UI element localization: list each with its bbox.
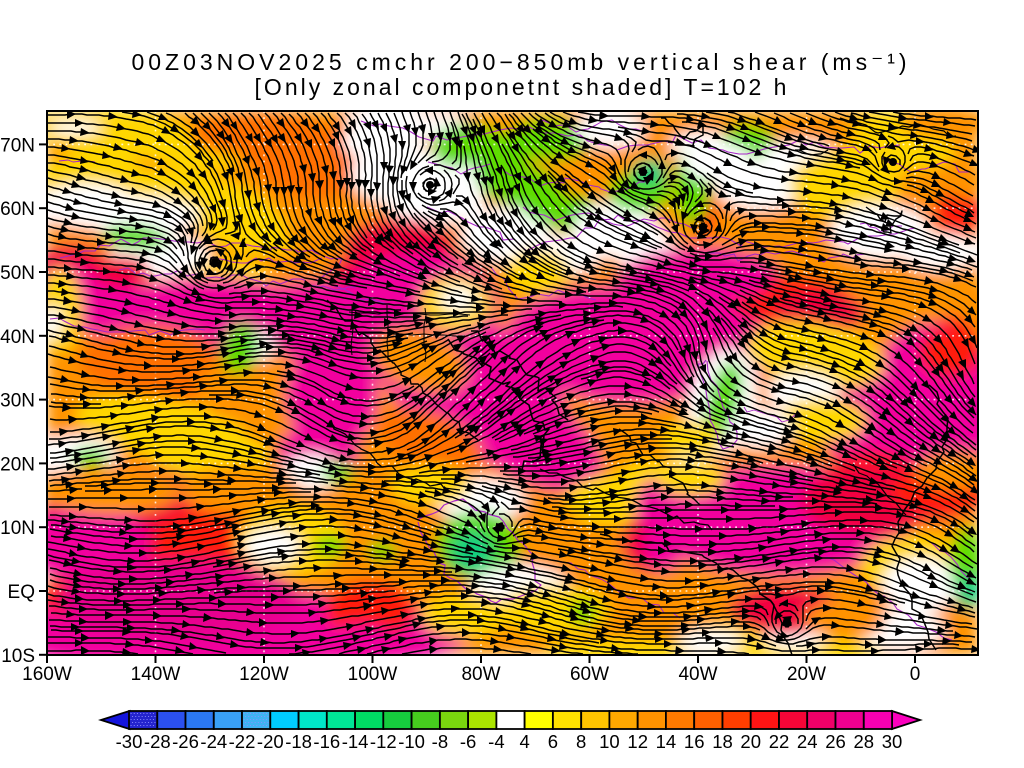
svg-text:-6: -6 <box>460 731 476 752</box>
svg-text:-16: -16 <box>313 731 340 752</box>
svg-text:8: 8 <box>576 731 586 752</box>
svg-text:24: 24 <box>797 731 818 752</box>
svg-text:20: 20 <box>740 731 761 752</box>
svg-text:10S: 10S <box>1 646 35 667</box>
svg-text:00Z03NOV2025 cmchr 200−850mb v: 00Z03NOV2025 cmchr 200−850mb vertical sh… <box>131 49 910 75</box>
svg-text:-26: -26 <box>172 731 199 752</box>
svg-text:14: 14 <box>656 731 677 752</box>
svg-text:160W: 160W <box>22 664 72 685</box>
svg-text:10: 10 <box>599 731 620 752</box>
svg-text:0: 0 <box>910 664 921 685</box>
svg-text:80W: 80W <box>461 664 500 685</box>
svg-text:-20: -20 <box>257 731 284 752</box>
svg-text:30: 30 <box>882 731 903 752</box>
svg-text:-14: -14 <box>342 731 369 752</box>
svg-text:100W: 100W <box>348 664 398 685</box>
svg-text:-12: -12 <box>370 731 397 752</box>
svg-text:60W: 60W <box>570 664 609 685</box>
svg-text:140W: 140W <box>131 664 181 685</box>
svg-text:-24: -24 <box>200 731 227 752</box>
svg-text:[Only zonal componetnt shaded]: [Only zonal componetnt shaded] T=102 h <box>255 74 790 100</box>
svg-text:6: 6 <box>548 731 558 752</box>
svg-text:40N: 40N <box>0 327 35 348</box>
svg-text:40W: 40W <box>678 664 717 685</box>
svg-text:12: 12 <box>627 731 648 752</box>
svg-text:4: 4 <box>519 731 529 752</box>
svg-text:-22: -22 <box>229 731 256 752</box>
svg-text:60N: 60N <box>0 199 35 220</box>
svg-text:50N: 50N <box>0 263 35 284</box>
svg-text:-8: -8 <box>432 731 448 752</box>
svg-text:70N: 70N <box>0 135 35 156</box>
svg-text:18: 18 <box>712 731 733 752</box>
svg-text:28: 28 <box>854 731 875 752</box>
svg-text:16: 16 <box>684 731 705 752</box>
svg-text:26: 26 <box>825 731 846 752</box>
svg-text:-18: -18 <box>285 731 312 752</box>
svg-text:EQ: EQ <box>8 582 35 603</box>
svg-text:20W: 20W <box>787 664 826 685</box>
svg-text:10N: 10N <box>0 518 35 539</box>
svg-text:120W: 120W <box>239 664 289 685</box>
svg-text:-4: -4 <box>488 731 504 752</box>
svg-text:-10: -10 <box>398 731 425 752</box>
svg-text:22: 22 <box>769 731 790 752</box>
svg-text:-30: -30 <box>116 731 143 752</box>
svg-text:30N: 30N <box>0 391 35 412</box>
svg-text:-28: -28 <box>144 731 171 752</box>
svg-text:20N: 20N <box>0 454 35 475</box>
